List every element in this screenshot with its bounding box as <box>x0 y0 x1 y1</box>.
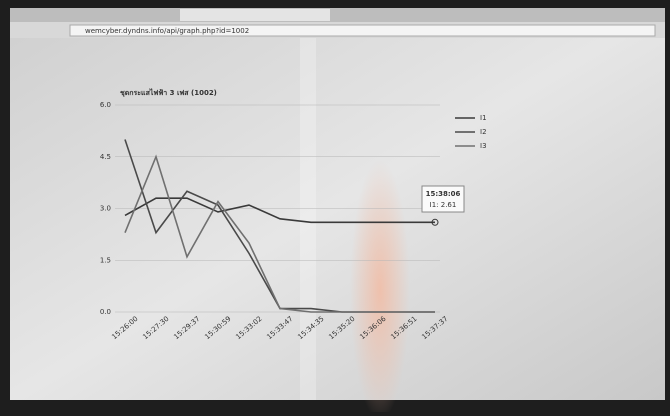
glare <box>300 38 316 400</box>
series-line <box>124 197 435 224</box>
address-bar[interactable] <box>69 24 656 37</box>
chart-title: ชุดกระแสไฟฟ้า 3 เฟส (1002) <box>120 88 217 97</box>
tooltip-value: I1: 2.61 <box>430 201 457 209</box>
y-tick-label: 4.5 <box>100 153 111 161</box>
series-line <box>124 154 435 313</box>
url: wemcyber.dyndns.info/api/graph.php?id=10… <box>85 27 249 35</box>
tooltip-box <box>421 185 465 213</box>
tooltip-time: 15:38:06 <box>426 190 461 198</box>
y-tick-label: 1.5 <box>100 256 111 264</box>
y-tick-label: 6.0 <box>100 101 111 109</box>
legend-label: I2 <box>480 128 487 136</box>
y-tick-label: 0.0 <box>100 308 111 316</box>
legend-label: I1 <box>480 114 487 122</box>
browser-window <box>10 8 665 400</box>
tab-bar <box>10 8 665 22</box>
reflection <box>350 160 410 416</box>
y-tick-label: 3.0 <box>100 205 111 213</box>
tab[interactable] <box>180 9 330 21</box>
tooltip-point <box>431 218 439 226</box>
legend-label: I3 <box>480 142 487 150</box>
